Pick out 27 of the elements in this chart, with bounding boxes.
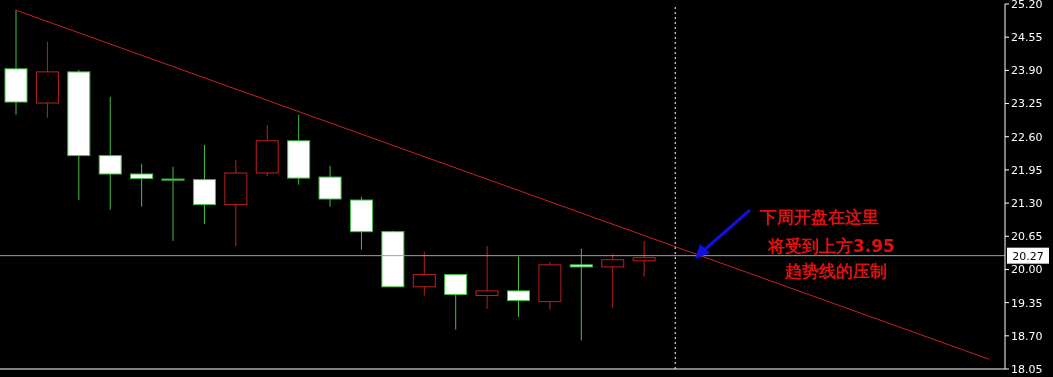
y-tick-label: 21.30 [1011,197,1043,210]
candlestick [161,166,185,242]
annotation: 将受到上方3.95 [768,235,895,258]
y-tick-label: 20.65 [1011,230,1043,244]
y-tick-label: 21.95 [1011,163,1043,177]
y-tick-label: 18.70 [1011,329,1043,343]
candlestick [507,256,530,318]
candlestick [569,248,593,341]
y-tick-label: 18.05 [1011,362,1043,376]
annotation: 下周开盘在这里 [760,206,879,229]
y-tick-label: 23.25 [1011,97,1043,111]
candlestick [98,96,122,211]
ref-line-label: 20.27 [1012,249,1044,263]
y-tick-label: 23.90 [1011,64,1043,78]
candlestick [632,240,656,278]
y-tick-label: 24.55 [1011,31,1043,45]
candlestick [318,165,342,208]
y-tick-label: 25.20 [1011,0,1043,11]
y-tick-label: 20.00 [1011,263,1043,277]
candlestick [475,245,499,310]
candlestick [130,163,154,208]
candlestick [444,274,468,331]
candlestick [601,253,625,309]
y-tick-label: 19.35 [1011,296,1043,310]
candlestick [412,251,436,296]
y-tick-label: 22.60 [1011,130,1043,144]
annotation: 趋势线的压制 [785,260,887,283]
